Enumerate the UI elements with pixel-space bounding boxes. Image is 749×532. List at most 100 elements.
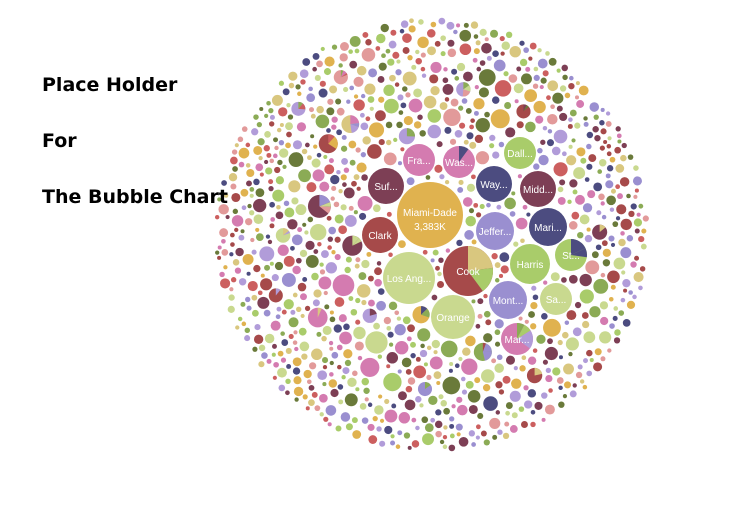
bubble[interactable] (344, 266, 351, 274)
bubble[interactable] (317, 242, 322, 247)
bubble[interactable] (597, 169, 603, 174)
bubble[interactable] (387, 58, 395, 66)
bubble[interactable] (600, 107, 605, 112)
bubble[interactable] (483, 396, 498, 411)
bubble[interactable] (620, 297, 626, 303)
bubble[interactable] (365, 116, 371, 122)
bubble[interactable] (353, 94, 359, 99)
bubble[interactable] (330, 388, 339, 398)
bubble[interactable] (474, 85, 479, 90)
bubble[interactable] (413, 88, 423, 98)
bubble[interactable] (577, 364, 583, 370)
bubble[interactable] (521, 355, 527, 361)
bubble[interactable] (584, 234, 593, 243)
bubble[interactable] (535, 115, 544, 124)
bubble[interactable] (561, 64, 569, 72)
bubble[interactable] (544, 404, 555, 415)
bubble[interactable] (602, 248, 611, 257)
bubble[interactable] (569, 390, 577, 398)
bubble-suf[interactable] (368, 168, 404, 204)
bubble[interactable] (616, 133, 622, 139)
bubble[interactable] (387, 331, 394, 338)
bubble[interactable] (232, 259, 240, 266)
bubble[interactable] (299, 341, 310, 352)
bubble[interactable] (596, 210, 602, 216)
bubble[interactable] (394, 340, 409, 355)
bubble[interactable] (228, 173, 238, 182)
bubble[interactable] (614, 329, 621, 336)
bubble[interactable] (586, 143, 592, 150)
bubble[interactable] (579, 214, 590, 225)
bubble[interactable] (417, 36, 429, 49)
bubble[interactable] (458, 356, 463, 362)
bubble[interactable] (430, 21, 437, 28)
bubble[interactable] (402, 86, 408, 92)
bubble[interactable] (330, 196, 335, 201)
bubble[interactable] (372, 415, 378, 422)
bubble[interactable] (314, 405, 321, 412)
bubble[interactable] (400, 147, 405, 152)
bubble[interactable] (578, 85, 589, 96)
bubble[interactable] (547, 129, 553, 134)
bubble[interactable] (324, 68, 332, 76)
bubble[interactable] (329, 310, 334, 315)
bubble[interactable] (593, 278, 609, 294)
bubble[interactable] (516, 66, 522, 72)
bubble[interactable] (396, 59, 401, 64)
bubble[interactable] (310, 113, 316, 119)
bubble[interactable] (336, 107, 345, 116)
bubble[interactable] (443, 425, 448, 430)
bubble[interactable] (394, 82, 400, 87)
bubble[interactable] (456, 62, 466, 72)
bubble[interactable] (247, 203, 252, 209)
bubble[interactable] (325, 405, 337, 416)
bubble[interactable] (317, 370, 328, 381)
bubble[interactable] (427, 29, 436, 38)
bubble[interactable] (302, 222, 307, 227)
bubble[interactable] (475, 424, 481, 430)
bubble[interactable] (576, 100, 585, 108)
bubble[interactable] (305, 254, 319, 268)
bubble[interactable] (474, 377, 481, 384)
bubble[interactable] (293, 386, 304, 397)
bubble[interactable] (600, 201, 605, 206)
bubble[interactable] (568, 274, 578, 284)
bubble[interactable] (638, 203, 644, 209)
bubble[interactable] (557, 186, 564, 193)
bubble[interactable] (473, 110, 479, 116)
bubble[interactable] (483, 439, 490, 446)
bubble[interactable] (513, 366, 518, 371)
bubble[interactable] (615, 164, 625, 173)
bubble[interactable] (403, 115, 413, 126)
bubble[interactable] (432, 249, 439, 256)
bubble[interactable] (411, 417, 417, 423)
bubble[interactable] (255, 188, 265, 197)
bubble[interactable] (615, 126, 621, 132)
bubble[interactable] (449, 433, 455, 439)
bubble[interactable] (314, 74, 321, 81)
bubble[interactable] (338, 225, 347, 235)
bubble[interactable] (347, 377, 357, 388)
bubble[interactable] (431, 339, 441, 349)
bubble[interactable] (411, 440, 420, 448)
bubble[interactable] (356, 284, 371, 298)
bubble[interactable] (301, 353, 308, 360)
bubble[interactable] (231, 192, 241, 203)
bubble[interactable] (532, 348, 538, 353)
bubble[interactable] (374, 267, 382, 276)
bubble-way[interactable] (476, 166, 512, 202)
bubble[interactable] (470, 118, 475, 123)
bubble[interactable] (337, 384, 344, 390)
bubble[interactable] (491, 358, 497, 364)
bubble[interactable] (449, 138, 457, 145)
bubble[interactable] (331, 250, 336, 255)
bubble[interactable] (241, 126, 248, 132)
bubble[interactable] (449, 361, 454, 367)
bubble[interactable] (550, 272, 560, 282)
bubble[interactable] (251, 294, 258, 301)
bubble[interactable] (290, 245, 295, 251)
bubble[interactable] (407, 55, 413, 61)
bubble[interactable] (391, 403, 397, 409)
bubble[interactable] (394, 324, 406, 336)
bubble[interactable] (299, 249, 308, 258)
